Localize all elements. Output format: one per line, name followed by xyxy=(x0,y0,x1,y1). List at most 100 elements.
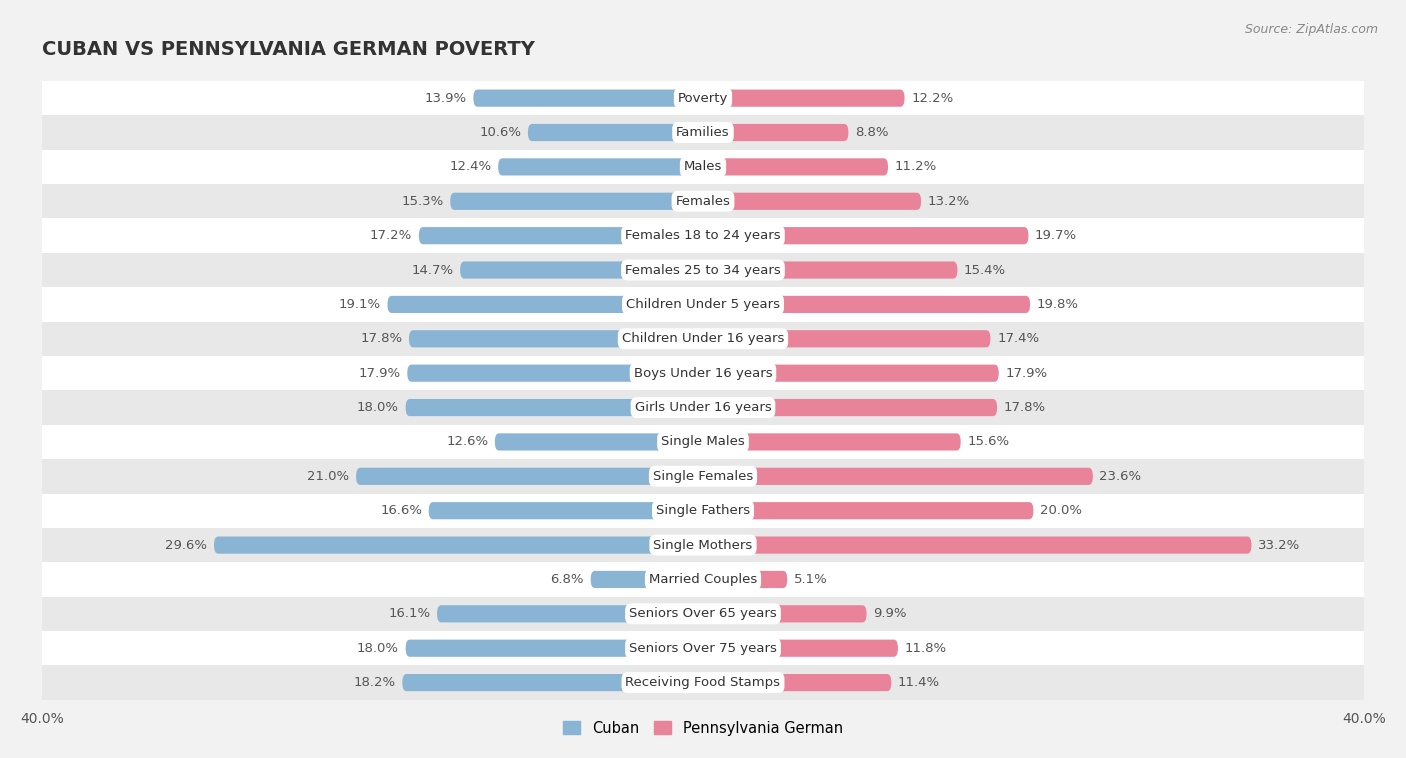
Text: Families: Families xyxy=(676,126,730,139)
FancyBboxPatch shape xyxy=(402,674,703,691)
FancyBboxPatch shape xyxy=(429,502,703,519)
FancyBboxPatch shape xyxy=(703,193,921,210)
Bar xyxy=(42,218,1364,253)
Text: 15.6%: 15.6% xyxy=(967,435,1010,449)
Text: 17.2%: 17.2% xyxy=(370,229,412,242)
Text: 17.8%: 17.8% xyxy=(360,332,402,346)
Bar xyxy=(42,287,1364,321)
Text: Females 18 to 24 years: Females 18 to 24 years xyxy=(626,229,780,242)
Text: Poverty: Poverty xyxy=(678,92,728,105)
FancyBboxPatch shape xyxy=(703,468,1092,485)
Bar xyxy=(42,666,1364,700)
FancyBboxPatch shape xyxy=(405,640,703,657)
Text: 33.2%: 33.2% xyxy=(1258,539,1301,552)
Text: Single Mothers: Single Mothers xyxy=(654,539,752,552)
FancyBboxPatch shape xyxy=(356,468,703,485)
Text: Seniors Over 65 years: Seniors Over 65 years xyxy=(628,607,778,620)
FancyBboxPatch shape xyxy=(419,227,703,244)
Bar xyxy=(42,150,1364,184)
Text: 20.0%: 20.0% xyxy=(1040,504,1083,517)
Text: Source: ZipAtlas.com: Source: ZipAtlas.com xyxy=(1244,23,1378,36)
Text: 29.6%: 29.6% xyxy=(166,539,207,552)
Text: CUBAN VS PENNSYLVANIA GERMAN POVERTY: CUBAN VS PENNSYLVANIA GERMAN POVERTY xyxy=(42,39,536,58)
Bar xyxy=(42,253,1364,287)
FancyBboxPatch shape xyxy=(405,399,703,416)
Text: 5.1%: 5.1% xyxy=(794,573,828,586)
Bar xyxy=(42,493,1364,528)
Bar xyxy=(42,115,1364,150)
Text: 17.4%: 17.4% xyxy=(997,332,1039,346)
Text: 11.8%: 11.8% xyxy=(904,642,946,655)
FancyBboxPatch shape xyxy=(703,124,848,141)
FancyBboxPatch shape xyxy=(388,296,703,313)
FancyBboxPatch shape xyxy=(703,640,898,657)
Text: 19.7%: 19.7% xyxy=(1035,229,1077,242)
FancyBboxPatch shape xyxy=(474,89,703,107)
Text: Females: Females xyxy=(675,195,731,208)
FancyBboxPatch shape xyxy=(703,262,957,279)
Legend: Cuban, Pennsylvania German: Cuban, Pennsylvania German xyxy=(557,715,849,741)
FancyBboxPatch shape xyxy=(591,571,703,588)
Text: 18.0%: 18.0% xyxy=(357,642,399,655)
Text: 16.1%: 16.1% xyxy=(388,607,430,620)
FancyBboxPatch shape xyxy=(703,227,1028,244)
Text: 11.4%: 11.4% xyxy=(898,676,941,689)
Text: Girls Under 16 years: Girls Under 16 years xyxy=(634,401,772,414)
FancyBboxPatch shape xyxy=(498,158,703,176)
Text: 13.9%: 13.9% xyxy=(425,92,467,105)
Bar xyxy=(42,184,1364,218)
FancyBboxPatch shape xyxy=(703,89,904,107)
FancyBboxPatch shape xyxy=(703,365,998,382)
Text: 18.2%: 18.2% xyxy=(353,676,395,689)
Bar xyxy=(42,424,1364,459)
Text: Boys Under 16 years: Boys Under 16 years xyxy=(634,367,772,380)
Text: 23.6%: 23.6% xyxy=(1099,470,1142,483)
Text: 12.4%: 12.4% xyxy=(450,161,492,174)
FancyBboxPatch shape xyxy=(214,537,703,553)
Bar xyxy=(42,321,1364,356)
Text: 19.1%: 19.1% xyxy=(339,298,381,311)
Text: 10.6%: 10.6% xyxy=(479,126,522,139)
Bar xyxy=(42,562,1364,597)
FancyBboxPatch shape xyxy=(437,605,703,622)
FancyBboxPatch shape xyxy=(460,262,703,279)
FancyBboxPatch shape xyxy=(703,674,891,691)
FancyBboxPatch shape xyxy=(703,399,997,416)
Text: 18.0%: 18.0% xyxy=(357,401,399,414)
Text: 11.2%: 11.2% xyxy=(894,161,936,174)
Bar xyxy=(42,631,1364,666)
Text: 15.3%: 15.3% xyxy=(401,195,444,208)
FancyBboxPatch shape xyxy=(703,158,889,176)
FancyBboxPatch shape xyxy=(703,502,1033,519)
Text: Seniors Over 75 years: Seniors Over 75 years xyxy=(628,642,778,655)
FancyBboxPatch shape xyxy=(703,330,990,347)
Text: Married Couples: Married Couples xyxy=(650,573,756,586)
Text: Single Fathers: Single Fathers xyxy=(657,504,749,517)
FancyBboxPatch shape xyxy=(703,296,1031,313)
Text: 16.6%: 16.6% xyxy=(380,504,422,517)
Bar xyxy=(42,390,1364,424)
Bar xyxy=(42,356,1364,390)
Text: 13.2%: 13.2% xyxy=(928,195,970,208)
Text: 17.9%: 17.9% xyxy=(1005,367,1047,380)
Bar xyxy=(42,597,1364,631)
Text: Single Males: Single Males xyxy=(661,435,745,449)
Text: 12.2%: 12.2% xyxy=(911,92,953,105)
Text: 9.9%: 9.9% xyxy=(873,607,907,620)
FancyBboxPatch shape xyxy=(450,193,703,210)
FancyBboxPatch shape xyxy=(527,124,703,141)
Text: Females 25 to 34 years: Females 25 to 34 years xyxy=(626,264,780,277)
Bar xyxy=(42,528,1364,562)
Bar xyxy=(42,459,1364,493)
Text: 17.8%: 17.8% xyxy=(1004,401,1046,414)
Text: Children Under 5 years: Children Under 5 years xyxy=(626,298,780,311)
Text: Males: Males xyxy=(683,161,723,174)
FancyBboxPatch shape xyxy=(408,365,703,382)
FancyBboxPatch shape xyxy=(703,434,960,450)
Text: Receiving Food Stamps: Receiving Food Stamps xyxy=(626,676,780,689)
Text: 17.9%: 17.9% xyxy=(359,367,401,380)
Text: Single Females: Single Females xyxy=(652,470,754,483)
Text: 8.8%: 8.8% xyxy=(855,126,889,139)
FancyBboxPatch shape xyxy=(703,537,1251,553)
FancyBboxPatch shape xyxy=(703,605,866,622)
